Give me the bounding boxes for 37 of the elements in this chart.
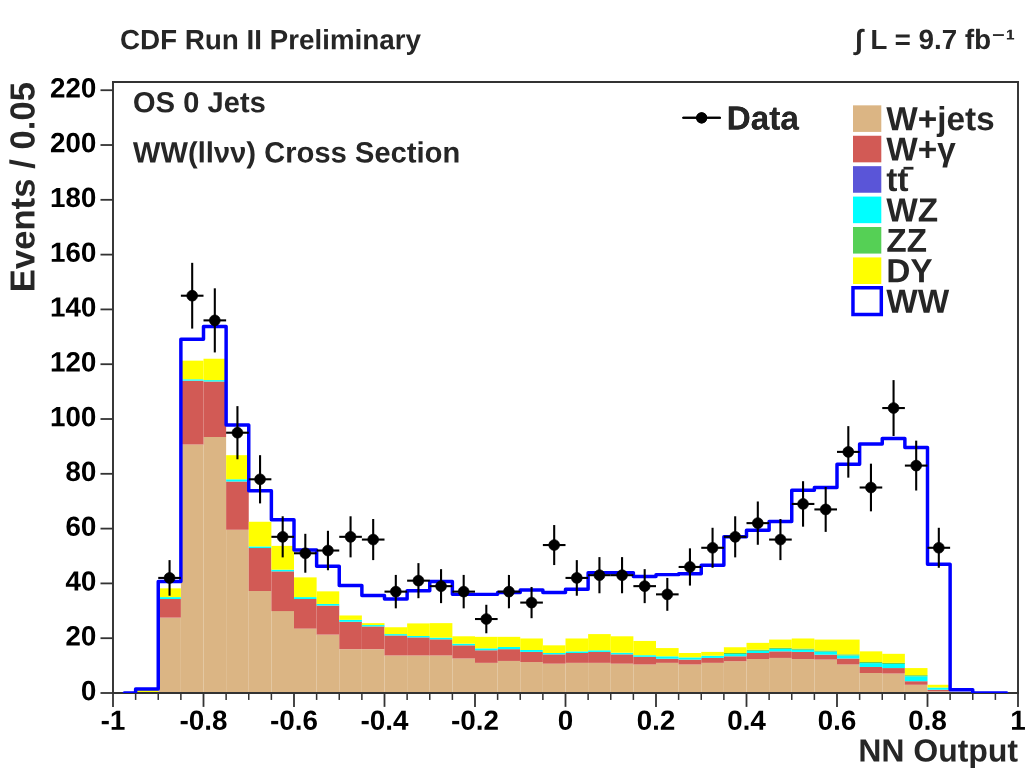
y-tick-label: 160 — [51, 242, 96, 263]
x-tick-label: -0.8 — [180, 710, 227, 731]
y-tick-label: 80 — [66, 461, 96, 482]
y-tick-label: 180 — [51, 187, 96, 208]
annotation: WW(llνν) Cross Section — [132, 141, 459, 169]
x-tick-label: 0.2 — [637, 710, 675, 731]
legend-label: ZZ — [887, 228, 927, 252]
legend-label: DY — [888, 259, 933, 283]
y-tick-label: 0 — [81, 680, 96, 701]
legend-label: W+jets — [886, 106, 994, 138]
annotation: OS 0 Jets — [134, 91, 265, 113]
legend-label: W+γ — [886, 137, 956, 168]
x-tick-label: -0.2 — [452, 710, 498, 731]
legend-label: Data — [728, 106, 800, 130]
x-axis-title: NN Output — [860, 739, 1018, 769]
legend-label: WW — [886, 289, 950, 313]
x-tick-label: 0.6 — [818, 710, 856, 731]
y-axis-title: Events / 0.05 — [9, 82, 36, 291]
y-tick-label: 220 — [50, 78, 96, 98]
x-tick-label: 1 — [1012, 710, 1025, 730]
legend-label: tt̄ — [886, 166, 914, 192]
y-tick-label: 120 — [51, 352, 96, 372]
x-tick-label: 0 — [558, 710, 573, 731]
x-tick-label: 0.8 — [909, 710, 946, 731]
y-tick-label: 40 — [65, 571, 96, 591]
x-tick-label: -0.4 — [361, 710, 409, 731]
legend-label: WZ — [886, 198, 938, 222]
y-tick-label: 200 — [50, 132, 96, 153]
y-tick-label: 60 — [66, 516, 96, 537]
x-tick-label: -1 — [101, 710, 125, 730]
x-tick-label: 0.4 — [728, 710, 766, 731]
y-tick-label: 140 — [51, 297, 96, 317]
y-tick-label: 20 — [66, 625, 96, 646]
x-tick-label: -0.6 — [271, 710, 317, 731]
chart-title: CDF Run II Preliminary — [121, 29, 421, 55]
text: ∫ L = 9.7 fb⁻¹ — [853, 28, 1015, 56]
y-tick-label: 100 — [51, 406, 96, 427]
